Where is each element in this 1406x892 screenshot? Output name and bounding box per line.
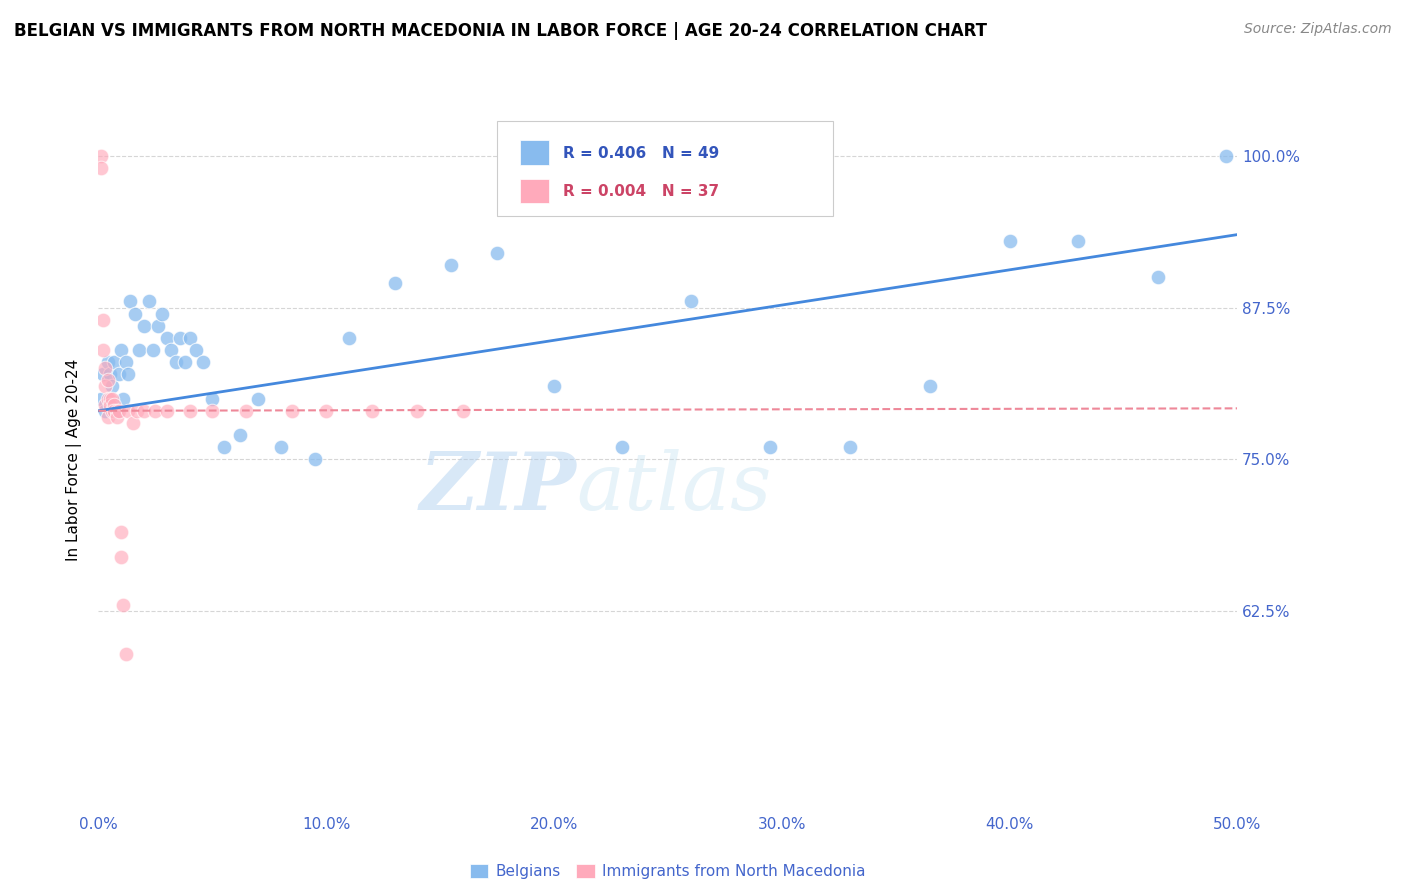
Point xyxy=(112,392,135,406)
Point xyxy=(138,294,160,309)
Point xyxy=(114,647,136,661)
Point xyxy=(110,525,132,540)
Point xyxy=(101,404,124,418)
Point xyxy=(117,404,139,418)
Text: R = 0.004   N = 37: R = 0.004 N = 37 xyxy=(562,184,720,199)
Point xyxy=(103,398,125,412)
Point xyxy=(228,428,250,442)
Point xyxy=(114,355,136,369)
Point xyxy=(91,343,114,357)
Point xyxy=(998,234,1021,248)
Point xyxy=(105,409,128,424)
Point xyxy=(440,258,463,272)
Point xyxy=(201,404,224,418)
Point xyxy=(174,355,197,369)
Point xyxy=(98,368,121,382)
Point xyxy=(315,404,337,418)
Point xyxy=(105,404,128,418)
Point xyxy=(543,379,565,393)
Point xyxy=(169,331,191,345)
Point xyxy=(110,343,132,357)
Point xyxy=(101,379,124,393)
FancyBboxPatch shape xyxy=(520,178,550,203)
Point xyxy=(360,404,382,418)
Point xyxy=(918,379,941,393)
Point xyxy=(1146,270,1168,285)
Point xyxy=(179,331,201,345)
Point xyxy=(304,452,326,467)
Point xyxy=(132,404,155,418)
Point xyxy=(451,404,474,418)
Point xyxy=(1067,234,1090,248)
Point xyxy=(103,355,125,369)
Point xyxy=(94,398,117,412)
Point xyxy=(270,440,292,454)
Point xyxy=(186,343,208,357)
Point xyxy=(117,368,139,382)
Point xyxy=(193,355,215,369)
Point xyxy=(124,307,146,321)
Text: atlas: atlas xyxy=(576,449,772,526)
Point xyxy=(120,294,142,309)
Point xyxy=(1215,148,1237,162)
Point xyxy=(94,404,117,418)
Point xyxy=(98,398,121,412)
Text: Source: ZipAtlas.com: Source: ZipAtlas.com xyxy=(1244,22,1392,37)
Point xyxy=(146,318,169,333)
Point xyxy=(108,368,131,382)
Point xyxy=(384,277,406,291)
Point xyxy=(759,440,782,454)
Point xyxy=(90,148,112,162)
FancyBboxPatch shape xyxy=(498,121,832,216)
Point xyxy=(160,343,183,357)
Point xyxy=(337,331,360,345)
Text: BELGIAN VS IMMIGRANTS FROM NORTH MACEDONIA IN LABOR FORCE | AGE 20-24 CORRELATIO: BELGIAN VS IMMIGRANTS FROM NORTH MACEDON… xyxy=(14,22,987,40)
Point xyxy=(165,355,187,369)
Point xyxy=(179,404,201,418)
Point xyxy=(94,379,117,393)
Point xyxy=(127,404,149,418)
Point xyxy=(96,373,118,387)
Point xyxy=(105,404,128,418)
Y-axis label: In Labor Force | Age 20-24: In Labor Force | Age 20-24 xyxy=(66,359,83,560)
Point xyxy=(96,355,118,369)
Point xyxy=(110,549,132,564)
Point xyxy=(212,440,235,454)
Point xyxy=(90,161,112,175)
Point xyxy=(121,416,143,430)
Point xyxy=(612,440,634,454)
Point xyxy=(486,245,509,260)
Point xyxy=(101,392,124,406)
Point xyxy=(201,392,224,406)
Point xyxy=(145,404,167,418)
Point xyxy=(679,294,702,309)
Point xyxy=(94,361,117,376)
Point xyxy=(156,331,179,345)
Point xyxy=(96,392,118,406)
Point xyxy=(156,404,179,418)
Point xyxy=(246,392,269,406)
Point xyxy=(132,318,155,333)
Point xyxy=(108,404,131,418)
FancyBboxPatch shape xyxy=(520,140,550,165)
Point xyxy=(98,392,121,406)
Point xyxy=(112,598,135,612)
Text: ZIP: ZIP xyxy=(420,449,576,526)
Point xyxy=(150,307,173,321)
Point xyxy=(91,368,114,382)
Point xyxy=(128,343,150,357)
Text: R = 0.406   N = 49: R = 0.406 N = 49 xyxy=(562,145,720,161)
Point xyxy=(281,404,304,418)
Point xyxy=(103,404,125,418)
Point xyxy=(91,312,114,326)
Point xyxy=(839,440,862,454)
Legend: Belgians, Immigrants from North Macedonia: Belgians, Immigrants from North Macedoni… xyxy=(464,858,872,885)
Point xyxy=(142,343,165,357)
Point xyxy=(90,392,112,406)
Point xyxy=(235,404,257,418)
Point xyxy=(96,409,118,424)
Point xyxy=(406,404,429,418)
